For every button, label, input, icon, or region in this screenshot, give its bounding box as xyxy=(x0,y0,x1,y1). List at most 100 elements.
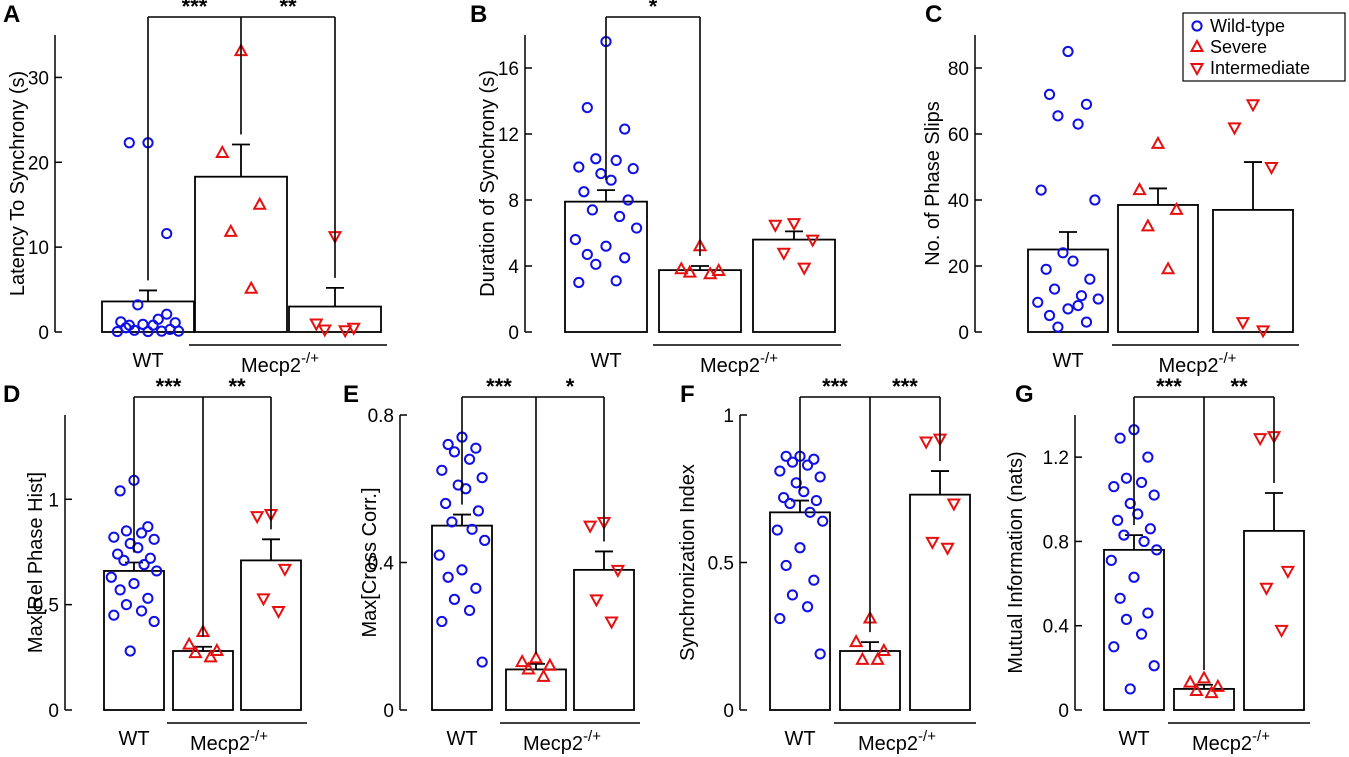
data-point xyxy=(590,153,602,165)
data-point xyxy=(797,262,812,276)
panel-letter: D xyxy=(3,381,20,408)
data-point xyxy=(470,442,482,454)
bar-intermediate xyxy=(240,559,302,711)
data-point xyxy=(768,219,783,233)
data-point xyxy=(466,523,478,535)
data-point xyxy=(244,280,259,294)
data-point xyxy=(573,276,585,289)
data-point xyxy=(1062,303,1074,315)
data-point xyxy=(674,261,689,275)
data-point xyxy=(1072,300,1084,312)
data-point xyxy=(711,262,726,276)
data-point xyxy=(1032,296,1044,308)
data-point xyxy=(619,123,631,135)
data-point xyxy=(479,534,491,546)
data-point xyxy=(918,436,934,450)
data-point xyxy=(1160,261,1176,275)
significance-label: *** xyxy=(892,374,918,399)
data-point xyxy=(804,506,816,518)
data-point xyxy=(536,668,551,682)
y-axis-label: Max[Rel Phase Hist] xyxy=(25,472,47,653)
data-point xyxy=(814,471,826,483)
data-point xyxy=(1124,497,1136,510)
y-tick-label: 0.5 xyxy=(708,554,734,575)
y-tick-label: 0 xyxy=(48,701,59,722)
data-point xyxy=(801,459,814,471)
data-point xyxy=(814,648,826,660)
x-label-wt: WT xyxy=(1052,350,1083,372)
bar-severe xyxy=(839,650,901,711)
bar-wt xyxy=(103,570,165,711)
data-point xyxy=(542,657,558,671)
data-point xyxy=(1148,660,1160,672)
data-point xyxy=(1150,135,1166,149)
data-point xyxy=(132,542,144,554)
data-point xyxy=(940,542,955,556)
data-point xyxy=(114,485,126,497)
x-label-mecp2: Mecp2-/+ xyxy=(858,728,936,755)
data-point xyxy=(1259,582,1274,596)
panel-letter: C xyxy=(925,1,942,28)
legend-marker-circle xyxy=(1191,20,1203,32)
data-point xyxy=(135,527,148,539)
x-label-wt: WT xyxy=(590,350,621,372)
data-point xyxy=(855,651,870,665)
bar-wt xyxy=(1103,548,1165,711)
data-point xyxy=(528,650,544,664)
data-point xyxy=(209,642,225,656)
data-point xyxy=(111,325,124,338)
data-point xyxy=(1274,624,1289,639)
data-point xyxy=(589,594,604,608)
data-point xyxy=(514,653,530,668)
y-tick-label: 12 xyxy=(498,125,519,146)
data-point xyxy=(1120,613,1133,625)
data-point xyxy=(946,498,962,512)
legend-label: Wild-type xyxy=(1210,16,1285,36)
data-point xyxy=(780,559,792,572)
data-point xyxy=(1080,98,1093,110)
x-label-wt: WT xyxy=(784,728,815,750)
y-tick-label: 8 xyxy=(508,191,519,212)
data-point xyxy=(569,234,582,246)
data-point xyxy=(436,464,448,476)
bar-severe xyxy=(172,650,234,711)
data-point xyxy=(1252,433,1268,447)
data-point xyxy=(1210,678,1226,692)
data-point xyxy=(1132,508,1144,520)
panel-letter: A xyxy=(3,1,20,28)
data-point xyxy=(805,234,820,248)
y-tick-label: 0 xyxy=(958,323,969,344)
data-point xyxy=(1108,481,1120,493)
data-point xyxy=(203,649,218,663)
data-point xyxy=(1075,290,1088,302)
data-point xyxy=(808,574,820,586)
data-point xyxy=(132,299,144,311)
y-tick-label: 40 xyxy=(948,191,969,212)
data-point xyxy=(614,210,626,223)
data-point xyxy=(256,593,271,607)
data-point xyxy=(1072,118,1084,130)
data-point xyxy=(1196,670,1212,684)
data-point xyxy=(1204,685,1219,699)
data-point xyxy=(595,168,607,180)
y-tick-label: 20 xyxy=(948,257,969,278)
data-point xyxy=(1132,182,1147,196)
y-tick-label: 1 xyxy=(723,406,734,427)
data-point xyxy=(456,564,468,576)
data-point xyxy=(1108,641,1120,653)
data-point xyxy=(463,604,476,617)
data-point xyxy=(610,275,622,287)
data-point xyxy=(156,325,168,337)
bar-intermediate xyxy=(288,305,382,333)
data-point xyxy=(794,542,806,554)
y-tick-label: 0.4 xyxy=(368,554,395,575)
data-point xyxy=(682,264,697,278)
x-label-wt: WT xyxy=(132,350,163,372)
data-point xyxy=(786,456,799,468)
bar-intermediate xyxy=(1243,529,1305,711)
data-point xyxy=(1245,99,1261,113)
data-point xyxy=(1142,607,1154,619)
bar-intermediate xyxy=(1212,208,1294,333)
x-label-mecp2: Mecp2-/+ xyxy=(700,350,778,377)
